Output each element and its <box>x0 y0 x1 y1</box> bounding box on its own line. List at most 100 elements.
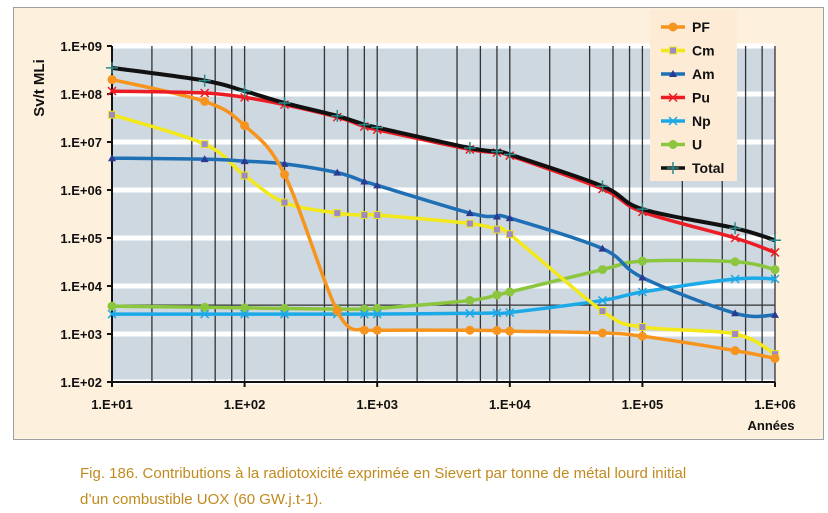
data-point-pf <box>597 328 607 338</box>
data-point-cm <box>465 219 474 228</box>
series-am <box>108 154 779 319</box>
caption-line-2: d’un combustible UOX (60 GW.j.t-1). <box>80 491 323 508</box>
x-tick-label: 1.E+04 <box>489 397 531 412</box>
legend-label-total: Total <box>692 160 724 176</box>
data-point-am <box>360 177 369 185</box>
data-point-pu <box>200 88 210 98</box>
legend-box <box>650 10 737 181</box>
legend-item-pf: PF <box>661 19 710 35</box>
data-point-pu <box>107 86 117 96</box>
data-point-np <box>359 309 369 319</box>
x-tick-label: 1.E+01 <box>91 397 133 412</box>
data-point-pf <box>505 326 515 336</box>
data-point-total <box>278 96 291 109</box>
data-point-total <box>490 145 503 158</box>
data-point-cm <box>373 211 382 220</box>
y-tick-label: 1.E+02 <box>60 375 102 390</box>
data-point-cm <box>492 225 501 234</box>
data-point-total <box>331 109 344 122</box>
legend-marker-pf <box>668 22 678 32</box>
data-point-total <box>106 61 118 74</box>
data-point-am <box>638 273 647 281</box>
data-point-u <box>730 257 740 267</box>
y-tick-label: 1.E+07 <box>60 135 102 150</box>
data-point-pf <box>372 325 382 335</box>
legend-item-np: Np <box>661 113 711 129</box>
data-point-cm <box>333 209 342 218</box>
legend-label-am: Am <box>692 66 715 82</box>
data-point-pf <box>492 326 502 336</box>
data-point-total <box>636 203 649 216</box>
data-point-cm <box>598 307 607 316</box>
series-total <box>106 61 781 247</box>
legend-label-cm: Cm <box>692 43 715 59</box>
caption-line-1: Fig. 186. Contributions à la radiotoxici… <box>80 465 687 482</box>
data-point-np <box>107 309 117 319</box>
data-point-cm <box>108 110 116 119</box>
data-point-am <box>240 157 249 165</box>
x-tick-label: 1.E+03 <box>356 397 398 412</box>
data-point-pf <box>730 346 740 356</box>
x-axis-label: Années <box>748 418 795 433</box>
legend-marker-u <box>668 140 678 149</box>
data-point-np <box>240 309 250 319</box>
data-point-total <box>371 121 384 134</box>
data-point-pf <box>770 353 780 363</box>
data-point-pf <box>637 331 647 341</box>
y-tick-label: 1.E+03 <box>60 327 102 342</box>
data-point-np <box>465 308 475 318</box>
data-point-total <box>238 85 251 98</box>
y-tick-label: 1.E+09 <box>60 39 102 54</box>
legend-marker-pu <box>668 92 678 103</box>
data-point-u <box>770 265 780 275</box>
legend-marker-np <box>668 116 678 126</box>
data-point-cm <box>505 230 514 239</box>
data-point-np <box>637 287 647 297</box>
data-point-am <box>598 244 607 252</box>
data-point-u <box>200 302 210 312</box>
legend-item-cm: Cm <box>661 43 715 59</box>
data-point-u <box>372 303 382 313</box>
data-point-am <box>771 310 779 318</box>
data-point-total <box>596 180 609 193</box>
data-point-cm <box>360 211 369 220</box>
data-point-u <box>492 290 502 300</box>
legend: PF Cm Am Pu Np U Total <box>650 10 737 181</box>
data-point-total <box>463 141 476 154</box>
legend-item-u: U <box>661 137 702 153</box>
data-point-np <box>279 309 290 319</box>
data-point-am <box>373 181 382 189</box>
data-point-pf <box>240 121 250 131</box>
legend-label-np: Np <box>692 113 711 129</box>
x-tick-label: 1.E+02 <box>224 397 266 412</box>
data-point-am <box>492 212 501 220</box>
legend-label-pf: PF <box>692 19 710 35</box>
data-point-u <box>280 303 290 313</box>
data-point-u <box>359 304 369 314</box>
data-point-pf <box>107 75 117 85</box>
data-point-am <box>200 155 209 163</box>
series-line-pf <box>111 77 776 361</box>
legend-item-total: Total <box>661 160 724 176</box>
y-tick-label: 1.E+04 <box>60 279 102 294</box>
data-point-total <box>729 222 742 235</box>
data-point-total <box>769 234 781 247</box>
data-point-pf <box>332 306 342 316</box>
data-point-pf <box>465 325 475 335</box>
y-axis-label: Sv/t MLi <box>31 59 48 117</box>
y-tick-label: 1.E+06 <box>60 183 102 198</box>
data-point-cm <box>638 322 647 331</box>
data-point-np <box>730 274 740 284</box>
data-point-pf <box>200 96 210 106</box>
x-tick-label: 1.E+05 <box>622 397 664 412</box>
legend-marker-am <box>669 70 677 77</box>
figure-caption: Fig. 186. Contributions à la radiotoxici… <box>80 461 820 513</box>
data-point-u <box>465 295 475 305</box>
data-point-pu <box>730 233 740 243</box>
data-point-am <box>731 309 740 317</box>
data-point-am <box>108 154 116 162</box>
x-tick-label: 1.E+06 <box>754 397 796 412</box>
legend-marker-total <box>667 162 679 174</box>
data-point-total <box>198 74 211 87</box>
data-point-pf <box>280 170 290 180</box>
